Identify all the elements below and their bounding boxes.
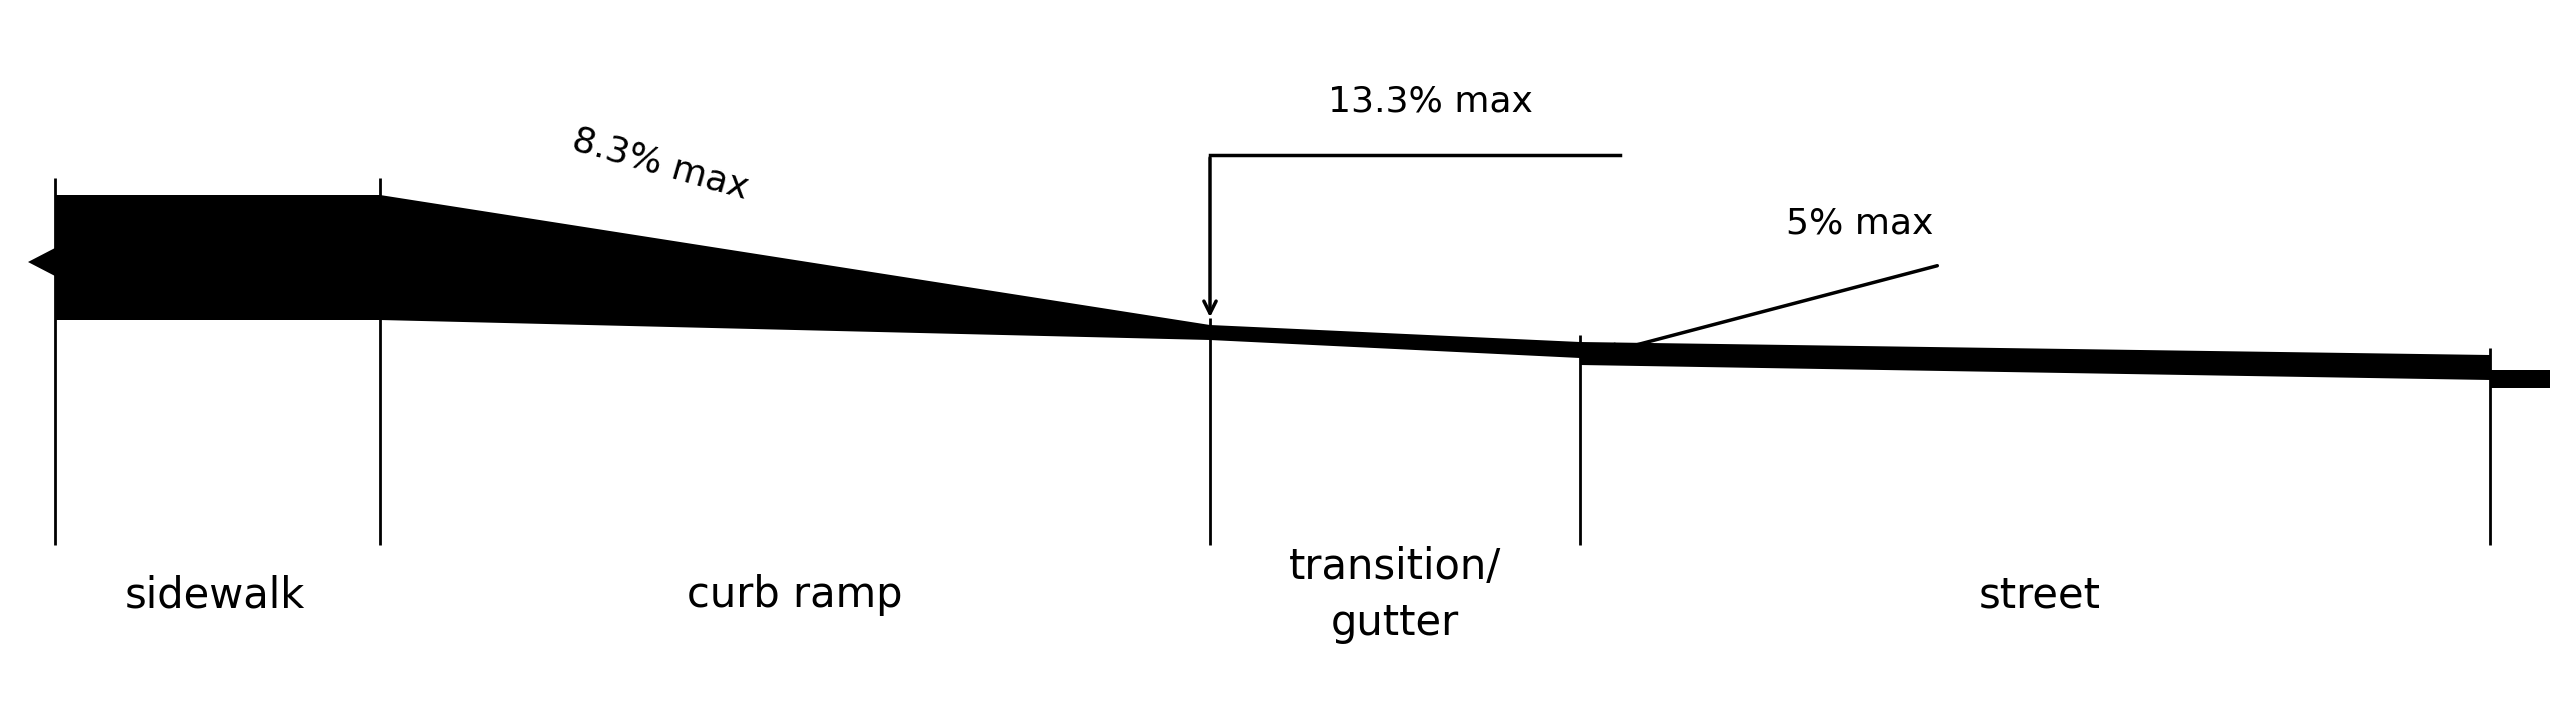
Polygon shape [1581,342,2550,388]
Text: sidewalk: sidewalk [125,574,306,616]
Polygon shape [380,195,1211,340]
Text: 8.3% max: 8.3% max [569,122,752,205]
Text: transition/
gutter: transition/ gutter [1288,546,1502,644]
Text: street: street [1979,574,2101,616]
Polygon shape [1211,325,1581,358]
Text: curb ramp: curb ramp [688,574,903,616]
Text: 13.3% max: 13.3% max [1329,84,1533,118]
Text: 5% max: 5% max [1788,206,1933,240]
Polygon shape [28,195,380,320]
